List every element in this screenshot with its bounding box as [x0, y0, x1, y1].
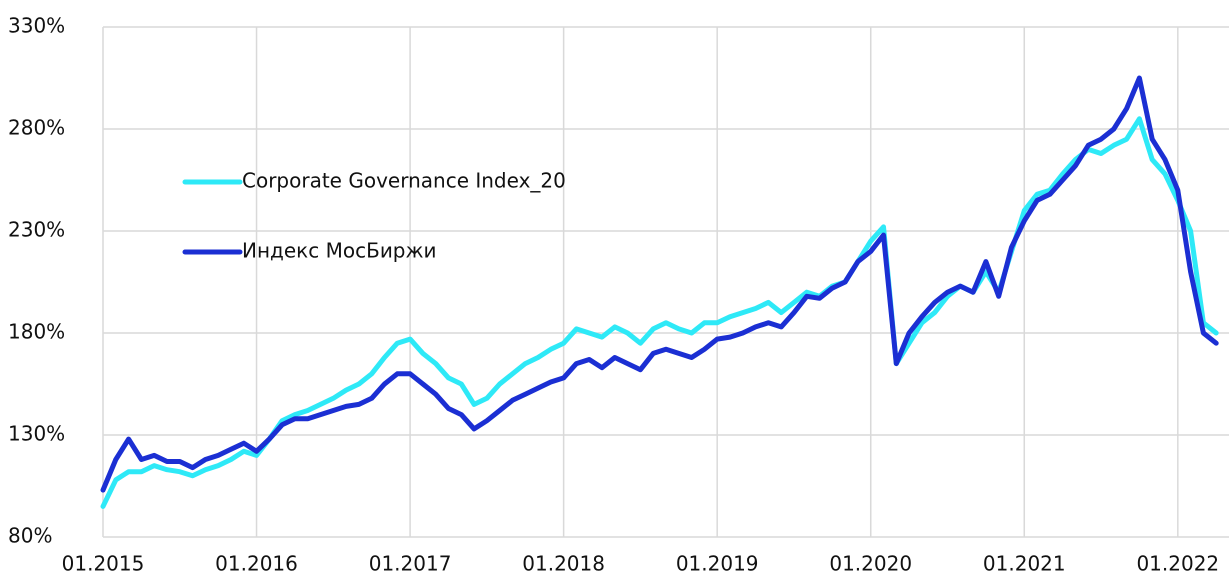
y-tick-label: 130% — [8, 422, 65, 446]
x-tick-label: 01.2018 — [522, 552, 605, 576]
x-tick-label: 01.2021 — [983, 552, 1066, 576]
x-tick-label: 01.2016 — [215, 552, 298, 576]
x-tick-label: 01.2017 — [369, 552, 452, 576]
y-tick-label: 280% — [8, 116, 65, 140]
series-line — [100, 75, 1219, 493]
x-tick-label: 01.2019 — [676, 552, 759, 576]
legend-label: Индекс МосБиржи — [242, 239, 437, 263]
y-tick-label: 180% — [8, 320, 65, 344]
y-tick-label: 230% — [8, 218, 65, 242]
series-line — [100, 116, 1219, 509]
x-tick-label: 01.2015 — [62, 552, 145, 576]
x-tick-label: 01.2020 — [829, 552, 912, 576]
x-tick-label: 01.2022 — [1136, 552, 1219, 576]
y-tick-label: 80% — [8, 524, 52, 548]
legend-label: Corporate Governance Index_20 — [242, 169, 566, 193]
y-tick-label: 330% — [8, 14, 65, 38]
